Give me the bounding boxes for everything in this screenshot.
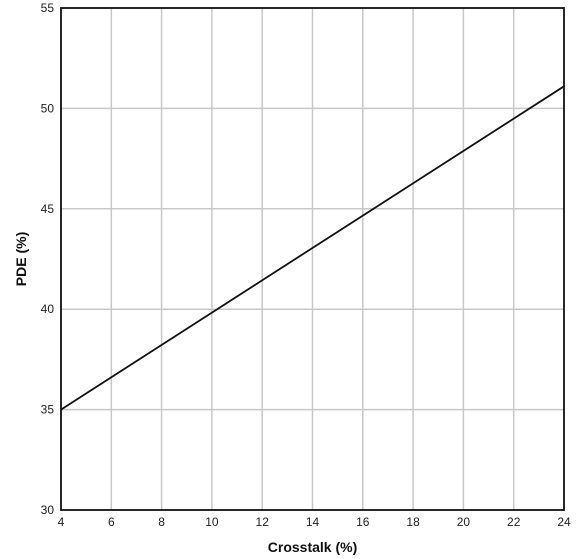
x-tick-label: 22	[507, 515, 521, 529]
x-tick-label: 16	[356, 515, 370, 529]
y-tick-label: 45	[41, 202, 55, 216]
y-tick-label: 35	[41, 403, 55, 417]
x-tick-label: 14	[306, 515, 320, 529]
y-axis-title: PDE (%)	[13, 232, 29, 286]
y-tick-label: 30	[41, 503, 55, 517]
series-layer	[60, 85, 565, 411]
y-tick-label: 40	[41, 302, 55, 316]
x-tick-label: 4	[58, 515, 65, 529]
x-tick-label: 12	[256, 515, 270, 529]
x-tick-label: 18	[406, 515, 420, 529]
x-tick-label: 24	[557, 515, 571, 529]
x-tick-label: 20	[457, 515, 471, 529]
x-axis-title: Crosstalk (%)	[268, 539, 357, 555]
x-tick-label: 8	[158, 515, 165, 529]
grid-lines	[61, 8, 564, 510]
plot-area-frame	[60, 7, 565, 511]
x-tick-labels: 4 6 8 10 12 14 16 18 20 22 24	[58, 515, 571, 529]
x-tick-label: 6	[108, 515, 115, 529]
y-tick-labels: 30 35 40 45 50 55	[41, 1, 55, 517]
x-tick-label: 10	[205, 515, 219, 529]
y-tick-label: 55	[41, 1, 55, 15]
series-line	[60, 85, 565, 411]
y-tick-label: 50	[41, 101, 55, 115]
